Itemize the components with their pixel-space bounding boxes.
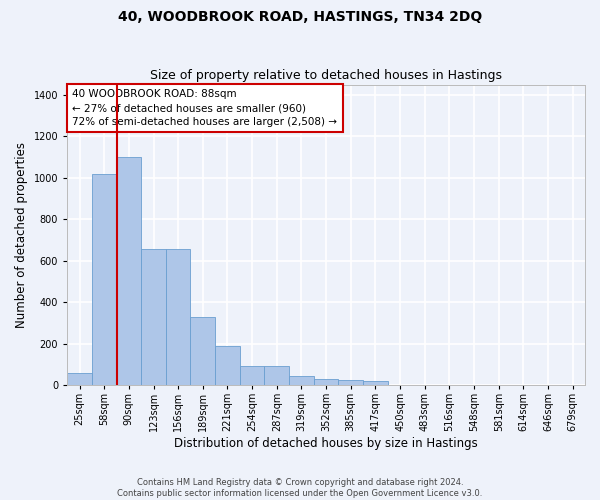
- Bar: [338, 380, 363, 385]
- Title: Size of property relative to detached houses in Hastings: Size of property relative to detached ho…: [150, 69, 502, 82]
- Bar: [289, 376, 314, 385]
- Bar: [265, 366, 289, 385]
- Text: 40, WOODBROOK ROAD, HASTINGS, TN34 2DQ: 40, WOODBROOK ROAD, HASTINGS, TN34 2DQ: [118, 10, 482, 24]
- Bar: [240, 366, 265, 385]
- Text: Contains HM Land Registry data © Crown copyright and database right 2024.
Contai: Contains HM Land Registry data © Crown c…: [118, 478, 482, 498]
- Bar: [215, 346, 240, 385]
- Bar: [363, 381, 388, 385]
- Bar: [67, 372, 92, 385]
- X-axis label: Distribution of detached houses by size in Hastings: Distribution of detached houses by size …: [174, 437, 478, 450]
- Bar: [166, 250, 190, 385]
- Bar: [116, 157, 141, 385]
- Text: 40 WOODBROOK ROAD: 88sqm
← 27% of detached houses are smaller (960)
72% of semi-: 40 WOODBROOK ROAD: 88sqm ← 27% of detach…: [73, 89, 337, 127]
- Bar: [141, 250, 166, 385]
- Bar: [190, 316, 215, 385]
- Y-axis label: Number of detached properties: Number of detached properties: [15, 142, 28, 328]
- Bar: [92, 174, 116, 385]
- Bar: [314, 380, 338, 385]
